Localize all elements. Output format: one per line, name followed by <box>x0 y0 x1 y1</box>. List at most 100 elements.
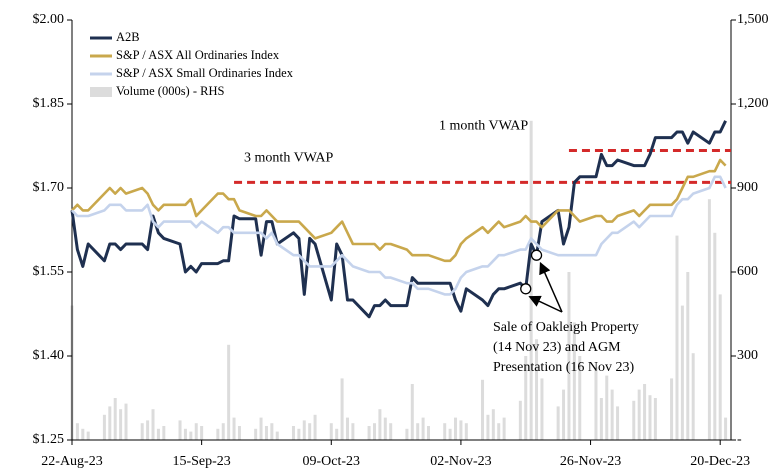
volume-bar <box>610 389 614 440</box>
annotation-text: Sale of Oakleigh Property <box>493 320 639 335</box>
annotation-arrow <box>528 295 563 313</box>
annotation-arrow <box>539 261 563 313</box>
y2-tick-label: 1,500 <box>737 12 769 27</box>
volume-bar <box>707 199 711 440</box>
volume-bar <box>724 417 728 440</box>
annotation-text: (14 Nov 23) and AGM <box>493 340 621 355</box>
volume-bar <box>643 384 647 440</box>
volume-bar <box>486 414 490 440</box>
volume-bar <box>427 426 431 440</box>
volume-bar <box>605 375 609 440</box>
volume-bar <box>670 378 674 440</box>
volume-bar <box>340 378 344 440</box>
volume-bar <box>459 420 463 440</box>
legend-label: A2B <box>116 30 140 44</box>
volume-bar <box>616 406 620 440</box>
volume-bar <box>454 417 458 440</box>
price-line <box>71 158 727 263</box>
volume-bar <box>372 423 376 440</box>
price-line <box>70 120 727 319</box>
volume-bar <box>632 400 636 440</box>
y2-tick-label: 900 <box>737 180 758 195</box>
y-tick-label: $1.25 <box>33 432 65 447</box>
volume-bar <box>405 428 409 440</box>
volume-bar <box>183 428 187 440</box>
volume-bar <box>162 426 166 440</box>
volume-bar <box>254 428 258 440</box>
volume-bar <box>113 398 117 440</box>
volume-bar <box>200 426 204 440</box>
y-tick-label: $1.85 <box>33 96 65 111</box>
volume-bar <box>713 232 717 440</box>
volume-bar <box>594 367 598 440</box>
volume-bar <box>686 272 690 440</box>
volume-bar <box>567 272 571 440</box>
x-tick-label: 02-Nov-23 <box>430 454 491 469</box>
volume-bar <box>502 417 506 440</box>
y2-tick-label: 300 <box>737 348 758 363</box>
x-tick-label: 26-Nov-23 <box>560 454 621 469</box>
volume-bar <box>313 414 317 440</box>
volume-bar <box>481 379 485 440</box>
volume-bar <box>518 400 522 440</box>
volume-bar <box>351 423 355 440</box>
volume-bar <box>718 294 722 440</box>
volume-bar <box>291 426 295 440</box>
volume-bar <box>367 426 371 440</box>
annotation-text: Presentation (16 Nov 23) <box>493 360 634 375</box>
volume-bar <box>81 428 85 440</box>
volume-bar <box>497 423 501 440</box>
volume-bar <box>275 431 279 440</box>
volume-bar <box>124 403 128 440</box>
volume-bar <box>599 398 603 440</box>
volume-bar <box>302 420 306 440</box>
volume-bar <box>529 120 533 441</box>
volume-bar <box>237 426 241 440</box>
volume-bar <box>86 431 90 440</box>
volume-bar <box>410 384 414 440</box>
volume-bar <box>140 423 144 440</box>
price-line <box>71 175 727 296</box>
volume-bar <box>259 417 263 440</box>
volume-bar <box>308 423 312 440</box>
volume-bar <box>443 423 447 440</box>
volume-bar <box>648 395 652 440</box>
legend-swatch <box>90 87 112 97</box>
volume-bar <box>335 428 339 440</box>
volume-bar <box>653 398 657 440</box>
volume-bar <box>540 378 544 440</box>
volume-bar <box>146 420 150 440</box>
y2-tick-label: - <box>737 432 742 447</box>
volume-bar <box>227 344 231 440</box>
x-tick-label: 15-Sep-23 <box>172 454 230 469</box>
volume-bar <box>232 417 236 440</box>
volume-bar <box>297 428 301 440</box>
legend-label: S&P / ASX Small Ordinaries Index <box>116 66 294 80</box>
volume-bar <box>556 406 560 440</box>
volume-bar <box>535 339 539 440</box>
volume-bar <box>75 423 79 440</box>
volume-bar <box>524 356 528 440</box>
volume-bar <box>221 423 225 440</box>
volume-bar <box>270 423 274 440</box>
y-tick-label: $2.00 <box>33 12 65 27</box>
x-tick-label: 20-Dec-23 <box>690 454 750 469</box>
legend-label: Volume (000s) - RHS <box>116 84 225 98</box>
volume-bar <box>416 423 420 440</box>
volume-bar <box>464 423 468 440</box>
volume-bar <box>108 406 112 440</box>
volume-bar <box>329 423 333 440</box>
volume-bar <box>572 322 576 440</box>
legend-label: S&P / ASX All Ordinaries Index <box>116 48 280 62</box>
volume-bar <box>691 353 695 440</box>
volume-bar <box>421 417 425 440</box>
volume-bar <box>194 423 198 440</box>
volume-bar <box>156 428 160 440</box>
y-tick-label: $1.55 <box>33 264 65 279</box>
y-tick-label: $1.70 <box>33 180 65 195</box>
x-tick-label: 22-Aug-23 <box>41 454 102 469</box>
volume-bar <box>448 428 452 440</box>
volume-bar <box>578 356 582 440</box>
volume-bar <box>178 420 182 440</box>
